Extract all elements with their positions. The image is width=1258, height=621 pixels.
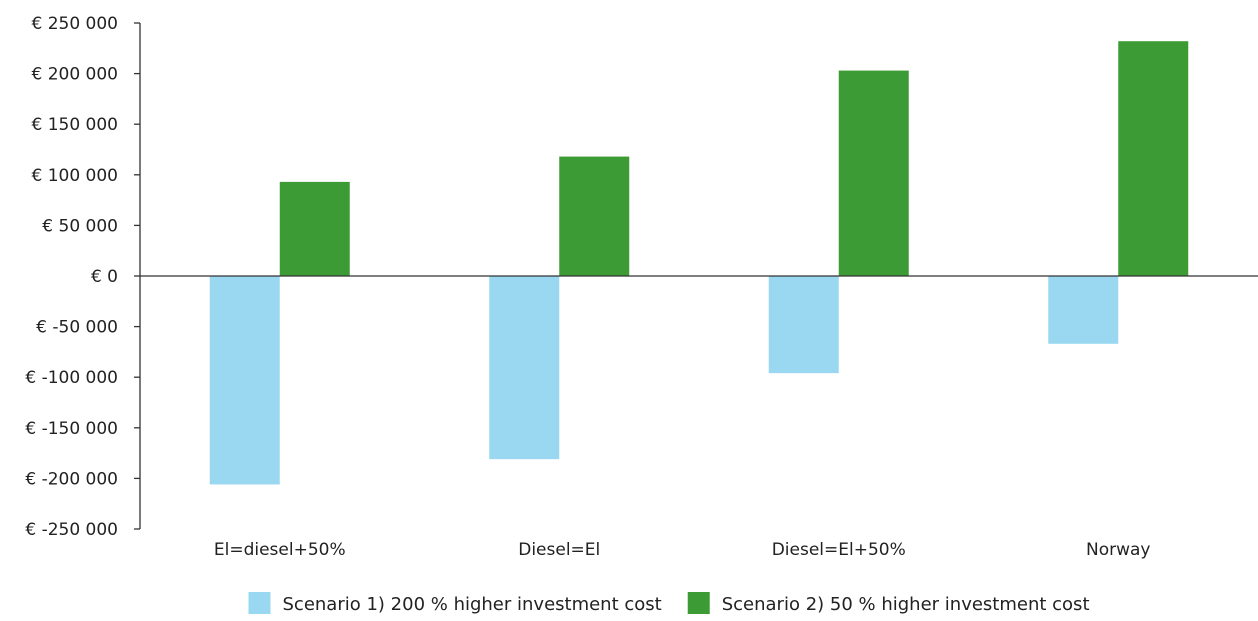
y-tick-label: € -150 000	[25, 419, 118, 439]
legend-item-series-2: Scenario 2) 50 % higher investment cost	[687, 592, 1090, 615]
y-tick-label: € -250 000	[25, 520, 118, 540]
y-tick-label: € -200 000	[25, 469, 118, 489]
bar-series-1	[209, 276, 280, 485]
y-axis: € 250 000 € 200 000 € 150 000 € 100 000 € 50…	[25, 14, 141, 540]
x-category-label: Norway	[1086, 540, 1151, 560]
x-axis: El=diesel+50% Diesel=El Diesel=El+50% Norwa…	[140, 275, 1258, 560]
y-tick-label: € 100 000	[31, 166, 118, 186]
legend-label: Scenario 2) 50 % higher investment cost	[722, 594, 1090, 615]
bar-series-2	[559, 156, 630, 276]
bar-series-2	[1118, 41, 1189, 276]
legend-swatch	[248, 592, 271, 614]
x-category-label: Diesel=El+50%	[772, 540, 906, 560]
x-category-label: El=diesel+50%	[214, 540, 346, 560]
bar-series-1	[768, 276, 839, 374]
bar-series-2	[838, 70, 909, 277]
y-tick-label: € 50 000	[42, 216, 118, 236]
legend-swatch	[687, 592, 710, 614]
bars	[209, 41, 1189, 485]
bar-series-1	[1048, 276, 1119, 344]
bar-series-2	[279, 181, 350, 276]
y-tick-label: € 150 000	[31, 115, 118, 135]
x-category-label: Diesel=El	[518, 540, 600, 560]
y-tick-label: € -50 000	[36, 318, 118, 338]
y-tick-label: € 0	[91, 267, 118, 287]
y-tick-label: € 250 000	[31, 14, 118, 34]
legend-label: Scenario 1) 200 % higher investment cost	[282, 594, 661, 615]
bar-series-1	[489, 276, 560, 460]
legend-item-series-1: Scenario 1) 200 % higher investment cost	[248, 592, 662, 615]
y-tick-label: € 200 000	[31, 65, 118, 85]
legend: Scenario 1) 200 % higher investment cost…	[248, 592, 1090, 615]
y-tick-label: € -100 000	[25, 368, 118, 388]
